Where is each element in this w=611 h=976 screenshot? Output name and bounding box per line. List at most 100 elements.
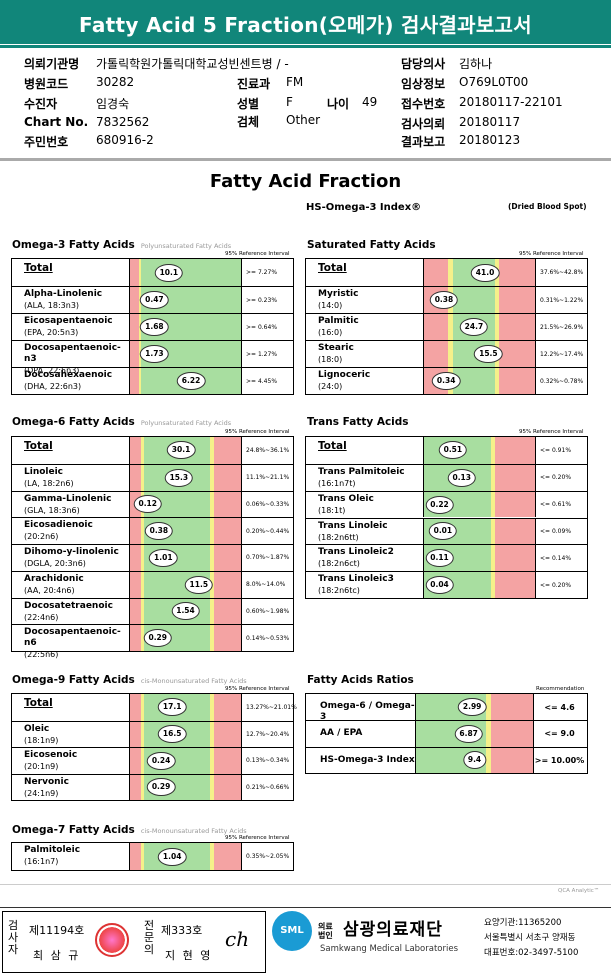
row-name: Trans Linoleic (18:2n6tt)	[306, 518, 424, 545]
range-bar: 17.1	[130, 694, 242, 721]
table-row: Oleic (18:1n9) 16.5 12.7%~20.4%	[12, 720, 293, 747]
result-marker: 0.38	[144, 522, 174, 541]
range-band	[141, 464, 145, 491]
result-marker: 0.11	[425, 549, 454, 568]
range-band	[141, 694, 145, 721]
reference-range: <= 0.91%	[540, 446, 572, 454]
range-band	[209, 843, 215, 870]
result-marker: 1.68	[140, 318, 169, 336]
reference-range: >= 0.23%	[246, 296, 278, 304]
row-label: Docosapentaenoic-n6	[24, 627, 121, 649]
row-name: Omega-6 / Omega-3	[306, 694, 416, 723]
reference-range: 0.06%~0.33%	[246, 500, 290, 508]
range-bar: 16.5	[130, 721, 242, 747]
range-band	[495, 545, 535, 572]
ratios-table: Omega-6 / Omega-3 2.99 <= 4.6 AA / EPA 6.87 <…	[305, 693, 588, 774]
result-marker: 30.1	[166, 441, 196, 460]
specialist-name: 지 현 영	[165, 949, 213, 962]
row-sublabel: (ALA, 18:3n3)	[24, 301, 80, 310]
row-label: Trans Linoleic2	[318, 547, 394, 558]
result-marker: 1.04	[157, 847, 187, 866]
range-band	[486, 747, 491, 773]
range-band	[495, 314, 500, 340]
row-label: AA / EPA	[320, 728, 363, 739]
range-bar: 6.22	[130, 368, 242, 394]
table-row: Total 0.51 <= 0.91%	[306, 437, 587, 464]
age-label: 나이	[327, 97, 350, 111]
range-band	[495, 464, 535, 491]
row-sublabel: (EPA, 20:5n3)	[24, 328, 79, 337]
row-label: Docosatetraenoic	[24, 600, 113, 611]
saturated-table: Total 41.0 37.6%~42.8% Myristic (14:0) 0.38 0.…	[305, 258, 588, 395]
table-row: Eicosenoic (20:1n9) 0.24 0.13%~0.34%	[12, 747, 293, 774]
reference-range: 0.32%~0.78%	[540, 377, 584, 385]
reference-range: 12.2%~17.4%	[540, 350, 584, 358]
row-name: Trans Oleic (18:1t)	[306, 491, 424, 518]
range-band	[138, 314, 142, 340]
range-band	[130, 287, 139, 313]
row-sublabel: (18:2n6tc)	[318, 586, 360, 596]
row-name: Total	[12, 259, 130, 286]
table-row: Lignoceric (24:0) 0.34 0.32%~0.78%	[306, 367, 587, 394]
range-band	[214, 491, 241, 518]
row-label: Docosahexaenoic	[24, 370, 113, 380]
row-name: Docosahexaenoic (DHA, 22:6n3)	[12, 368, 130, 394]
range-bar: 1.73	[130, 341, 242, 367]
range-band	[209, 625, 215, 651]
age-value: 49	[362, 95, 378, 109]
row-label: Omega-6 / Omega-3	[320, 701, 415, 723]
result-marker: 1.73	[140, 345, 169, 363]
row-name: Dihomo-y-linolenic (DGLA, 20:3n6)	[12, 545, 130, 571]
rep-value: 20180123	[459, 133, 521, 147]
row-label: Total	[318, 440, 347, 452]
row-name: Total	[12, 437, 130, 464]
clin-value: O769L0T00	[459, 75, 529, 89]
row-sublabel: (LA, 18:2n6)	[24, 478, 74, 488]
doctor-label: 담당의사	[401, 57, 446, 71]
omega7-note: cis-Monounsaturated Fatty Acids	[140, 827, 247, 835]
range-band	[209, 721, 215, 747]
row-label: Oleic	[24, 723, 50, 734]
hs-omega3-index-label: HS-Omega-3 Index®	[306, 202, 422, 213]
fatty-acid-title: Fatty Acid Fraction	[209, 171, 402, 192]
row-label: Palmitic	[318, 316, 359, 326]
inst-label: 의뢰기관명	[24, 57, 80, 71]
row-sublabel: (14:0)	[318, 301, 343, 310]
institution-code: 요양기관:11365200	[484, 918, 562, 928]
range-bar: 0.38	[424, 287, 536, 313]
reference-range: 21.5%~26.9%	[540, 323, 584, 331]
range-bar: 0.34	[424, 368, 536, 394]
omega3-note: Polyunsaturated Fatty Acids	[140, 242, 232, 250]
range-band	[495, 437, 535, 464]
range-band	[424, 341, 449, 367]
range-bar: 10.1	[130, 259, 242, 286]
range-bar: 1.54	[130, 598, 242, 625]
reference-range: <= 0.61%	[540, 501, 572, 509]
range-band	[495, 518, 535, 545]
range-band	[130, 748, 142, 774]
row-label: Dihomo-y-linolenic	[24, 547, 119, 557]
row-sublabel: (DGLA, 20:3n6)	[24, 559, 86, 568]
table-row: Total 17.1 13.27%~21.01%	[12, 694, 297, 721]
range-bar: 11.5	[130, 571, 242, 598]
result-marker: 0.24	[146, 751, 176, 770]
sample-type: (Dried Blood Spot)	[508, 202, 587, 211]
req-label: 검사의뢰	[401, 117, 446, 131]
result-marker: 0.12	[133, 495, 163, 514]
recommendation-value: <= 4.6	[544, 702, 575, 712]
range-band	[130, 314, 139, 340]
row-name: Docosatetraenoic (22:4n6)	[12, 598, 130, 625]
result-marker: 0.51	[438, 441, 468, 460]
range-band	[495, 572, 535, 598]
table-row: Trans Linoleic3 (18:2n6tc) 0.04 <= 0.20%	[306, 571, 587, 598]
dept-value: FM	[286, 75, 304, 89]
range-band	[448, 314, 453, 340]
range-band	[141, 625, 145, 651]
table-row: Docosapentaenoic-n3 (DPA, 22:5n3) 1.73 >= 1…	[12, 340, 293, 375]
row-sublabel: (18:2n6tt)	[318, 532, 359, 542]
row-label: Nervonic	[24, 776, 69, 787]
omega7-heading: Omega-7 Fatty Acids cis-Monounsaturated F…	[12, 824, 247, 836]
omega7-ref-label: 95% Reference Interval	[225, 835, 290, 841]
row-label: HS-Omega-3 Index	[320, 754, 415, 765]
result-marker: 6.22	[176, 372, 206, 390]
